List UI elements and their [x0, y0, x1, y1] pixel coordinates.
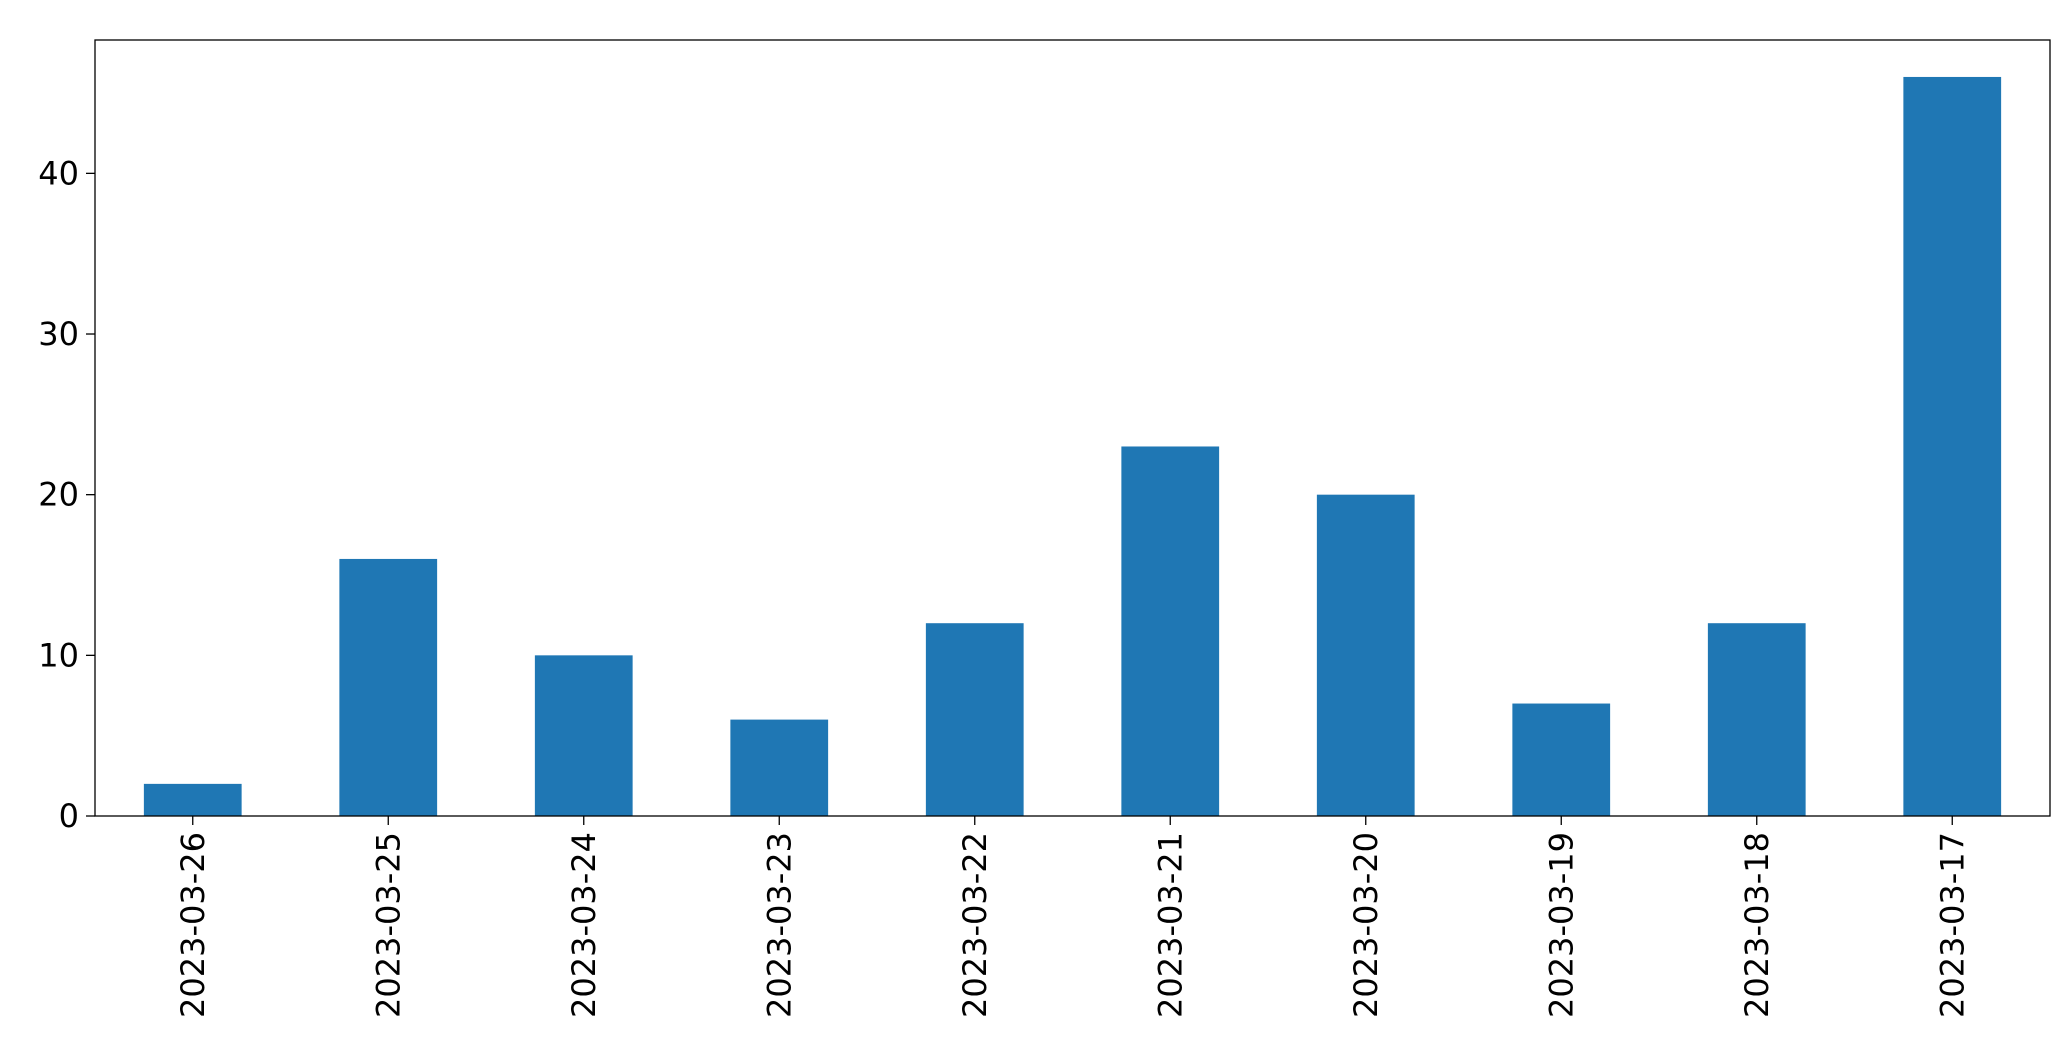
bar	[925, 623, 1024, 816]
bar	[1707, 623, 1806, 816]
x-tick-label: 2023-03-23	[760, 832, 798, 1018]
bar	[534, 655, 633, 816]
bar	[730, 719, 829, 816]
x-tick-label: 2023-03-24	[565, 832, 603, 1018]
x-tick-label: 2023-03-19	[1542, 832, 1580, 1018]
y-tick-label: 0	[59, 797, 79, 835]
bar	[143, 783, 242, 816]
x-tick-label: 2023-03-18	[1738, 832, 1776, 1018]
y-tick-label: 40	[38, 154, 79, 192]
x-tick-label: 2023-03-25	[369, 832, 407, 1018]
bar	[1316, 494, 1415, 816]
x-tick-label: 2023-03-22	[956, 832, 994, 1018]
y-tick-label: 10	[38, 636, 79, 674]
x-tick-label: 2023-03-26	[174, 832, 212, 1018]
bar	[1512, 703, 1611, 816]
x-tick-label: 2023-03-20	[1347, 832, 1385, 1018]
bar	[1121, 446, 1220, 816]
axes-frame	[94, 39, 2051, 817]
y-tick-label: 20	[38, 476, 79, 514]
bar	[1903, 76, 2002, 816]
x-tick-label: 2023-03-21	[1151, 832, 1189, 1018]
y-tick-label: 30	[38, 315, 79, 353]
bar	[339, 558, 438, 816]
x-tick-label: 2023-03-17	[1933, 832, 1971, 1018]
